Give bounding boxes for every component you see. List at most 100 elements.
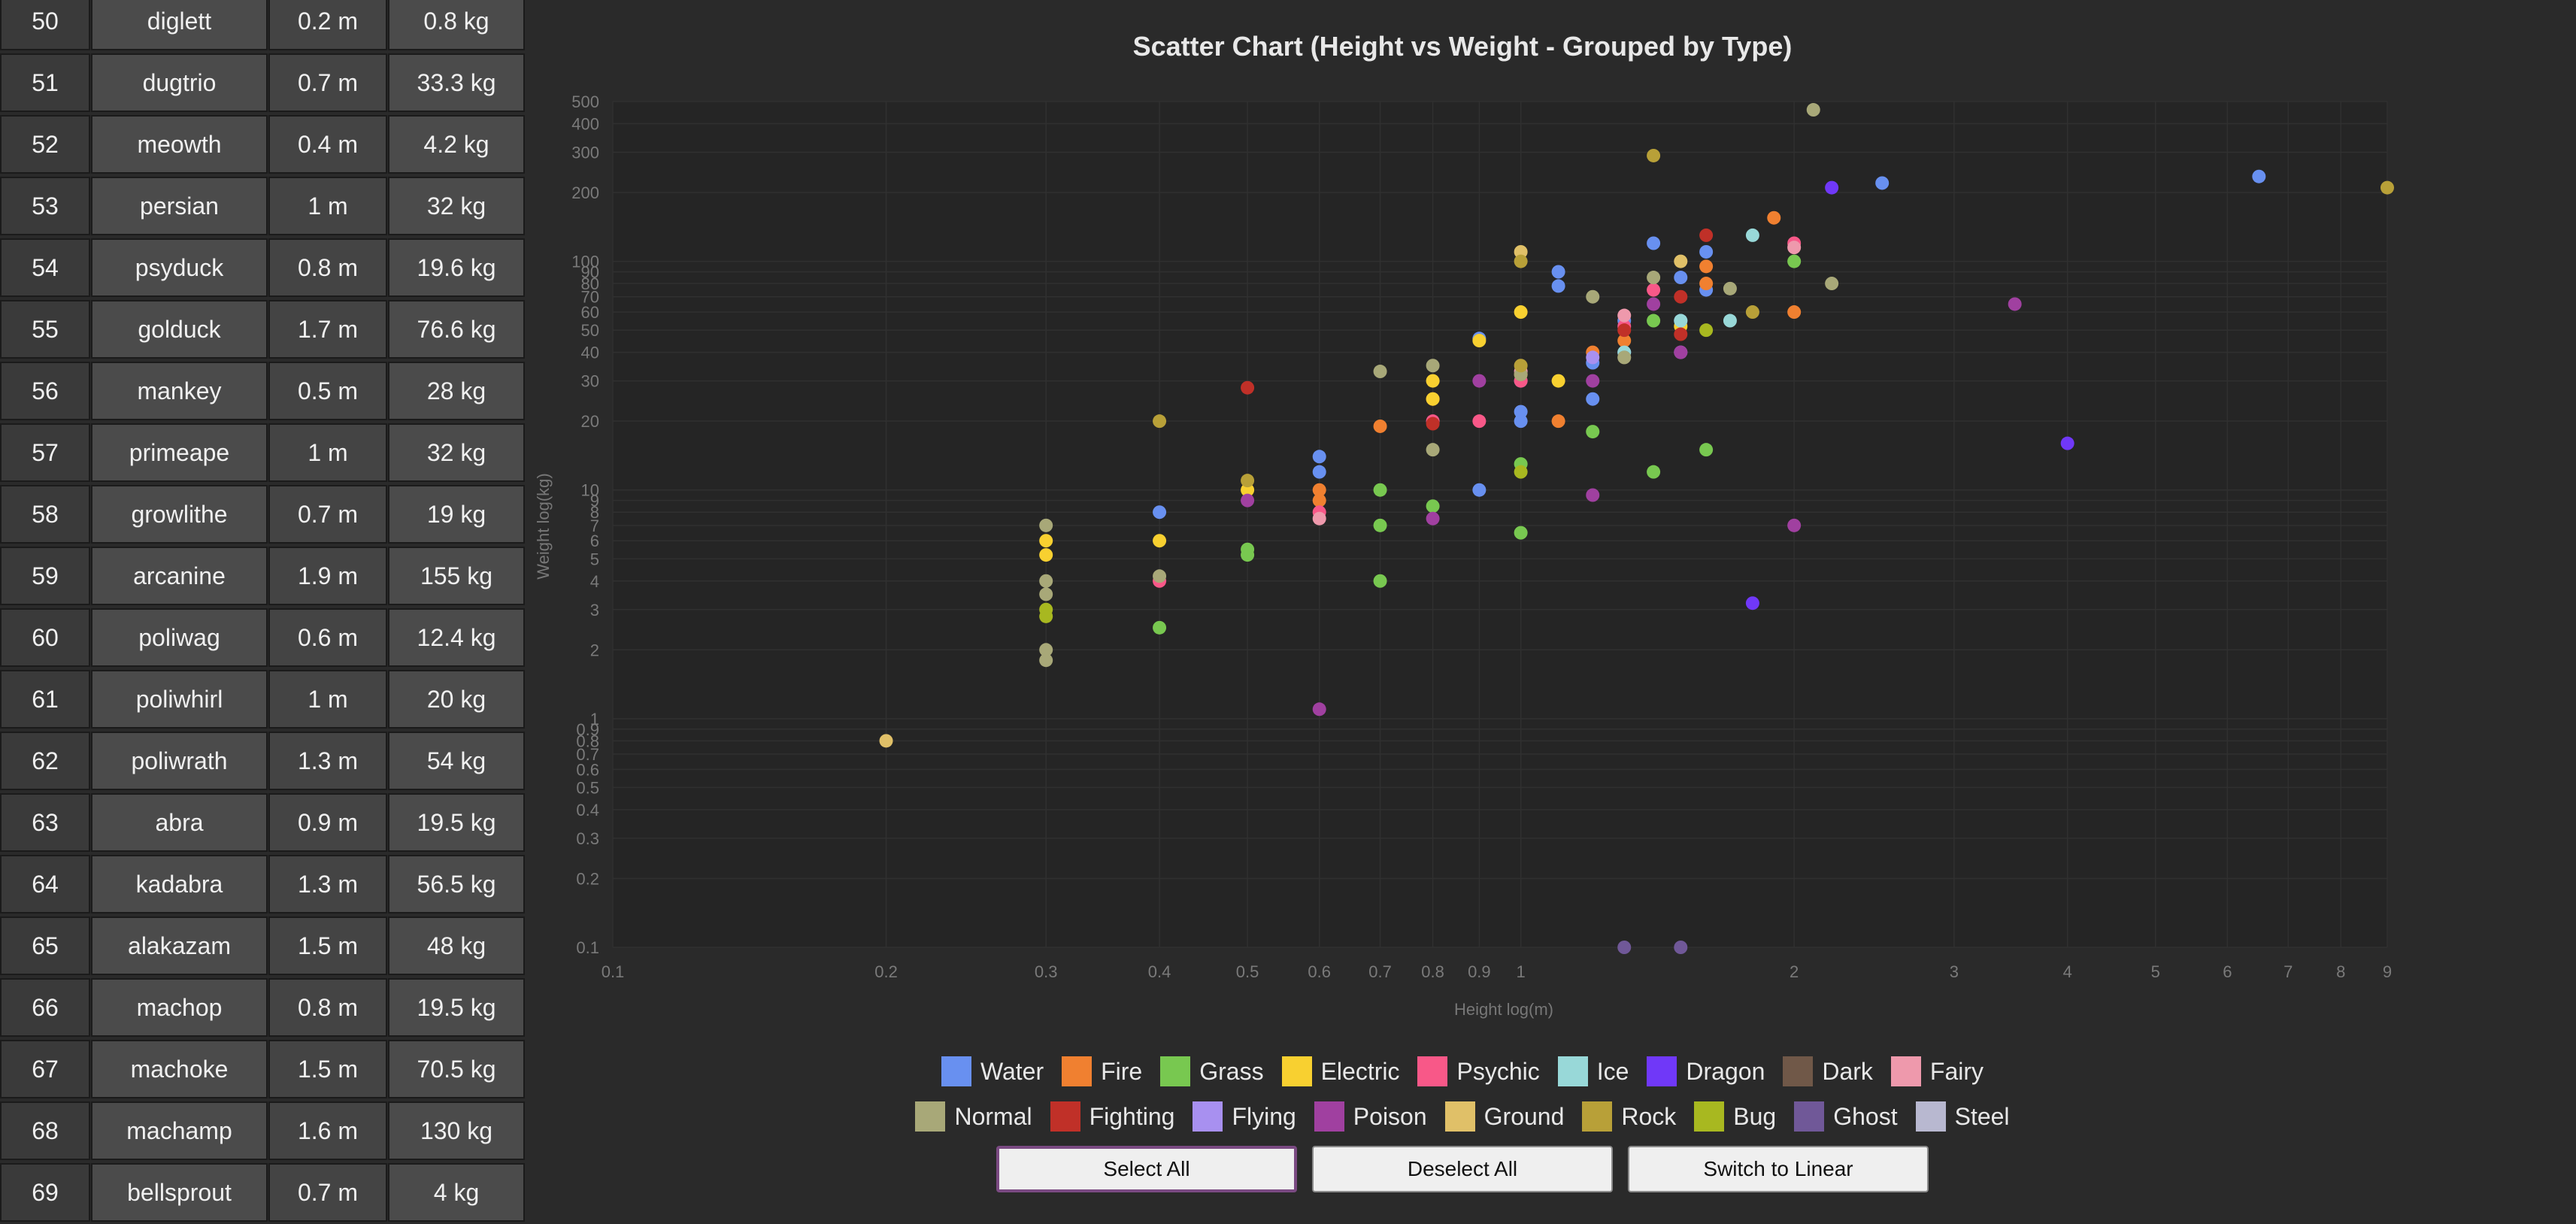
data-point[interactable] bbox=[1373, 518, 1387, 532]
data-point[interactable] bbox=[1373, 419, 1387, 433]
table-row[interactable]: 67 machoke 1.5 m 70.5 kg bbox=[0, 1040, 526, 1101]
data-point[interactable] bbox=[1426, 511, 1440, 526]
data-point[interactable] bbox=[1647, 465, 1661, 479]
data-point[interactable] bbox=[1039, 574, 1053, 588]
data-point[interactable] bbox=[1674, 254, 1688, 268]
data-point[interactable] bbox=[1674, 314, 1688, 328]
data-point[interactable] bbox=[1426, 359, 1440, 373]
data-point[interactable] bbox=[1039, 609, 1053, 623]
data-point[interactable] bbox=[1723, 281, 1737, 295]
data-point[interactable] bbox=[1699, 244, 1714, 259]
data-point[interactable] bbox=[1472, 334, 1487, 348]
data-point[interactable] bbox=[1312, 511, 1326, 526]
data-point[interactable] bbox=[1514, 414, 1528, 429]
legend-item-ground[interactable]: Ground bbox=[1444, 1101, 1564, 1132]
data-point[interactable] bbox=[1586, 425, 1600, 439]
legend-item-fire[interactable]: Fire bbox=[1062, 1056, 1142, 1086]
data-point[interactable] bbox=[1514, 465, 1528, 479]
data-point[interactable] bbox=[1586, 392, 1600, 406]
data-point[interactable] bbox=[1241, 548, 1255, 562]
data-point[interactable] bbox=[1039, 548, 1053, 562]
data-point[interactable] bbox=[1767, 211, 1781, 225]
legend-item-fairy[interactable]: Fairy bbox=[1890, 1056, 1984, 1086]
table-row[interactable]: 52 meowth 0.4 m 4.2 kg bbox=[0, 115, 526, 177]
data-point[interactable] bbox=[1647, 283, 1661, 297]
data-point[interactable] bbox=[2060, 436, 2074, 450]
data-point[interactable] bbox=[1373, 574, 1387, 588]
data-point[interactable] bbox=[1472, 374, 1487, 388]
data-point[interactable] bbox=[1617, 334, 1632, 348]
data-point[interactable] bbox=[1699, 323, 1714, 338]
legend-item-poison[interactable]: Poison bbox=[1314, 1101, 1427, 1132]
legend-item-electric[interactable]: Electric bbox=[1281, 1056, 1399, 1086]
table-row[interactable]: 50 diglett 0.2 m 0.8 kg bbox=[0, 0, 526, 53]
data-point[interactable] bbox=[1617, 308, 1632, 323]
data-point[interactable] bbox=[1039, 587, 1053, 601]
data-point[interactable] bbox=[1039, 643, 1053, 657]
pokemon-table[interactable]: 50 diglett 0.2 m 0.8 kg 51 dugtrio 0.7 m 33.3 k… bbox=[0, 0, 526, 1224]
data-point[interactable] bbox=[1699, 259, 1714, 274]
data-point[interactable] bbox=[1647, 314, 1661, 328]
data-point[interactable] bbox=[1745, 305, 1759, 320]
data-point[interactable] bbox=[1373, 365, 1387, 379]
data-point[interactable] bbox=[1586, 374, 1600, 388]
data-point[interactable] bbox=[1514, 254, 1528, 268]
data-point[interactable] bbox=[1312, 493, 1326, 507]
data-point[interactable] bbox=[1647, 271, 1661, 285]
legend-item-dragon[interactable]: Dragon bbox=[1647, 1056, 1765, 1086]
data-point[interactable] bbox=[1514, 359, 1528, 373]
data-point[interactable] bbox=[1551, 265, 1565, 279]
legend-item-grass[interactable]: Grass bbox=[1160, 1056, 1264, 1086]
data-point[interactable] bbox=[1039, 653, 1053, 668]
data-point[interactable] bbox=[1039, 534, 1053, 548]
table-row[interactable]: 54 psyduck 0.8 m 19.6 kg bbox=[0, 238, 526, 300]
data-point[interactable] bbox=[1153, 534, 1167, 548]
data-point[interactable] bbox=[1551, 414, 1565, 429]
data-point[interactable] bbox=[879, 734, 893, 748]
data-point[interactable] bbox=[1312, 465, 1326, 479]
data-point[interactable] bbox=[1723, 314, 1737, 328]
data-point[interactable] bbox=[1426, 499, 1440, 514]
data-point[interactable] bbox=[1472, 483, 1487, 497]
legend-item-rock[interactable]: Rock bbox=[1582, 1101, 1676, 1132]
data-point[interactable] bbox=[1699, 228, 1714, 242]
legend-item-dark[interactable]: Dark bbox=[1783, 1056, 1873, 1086]
select-all-button[interactable]: Select All bbox=[996, 1146, 1297, 1192]
data-point[interactable] bbox=[2381, 180, 2394, 195]
data-point[interactable] bbox=[1674, 941, 1688, 954]
data-point[interactable] bbox=[1551, 374, 1565, 388]
data-point[interactable] bbox=[1241, 380, 1255, 395]
data-point[interactable] bbox=[1153, 620, 1167, 635]
data-point[interactable] bbox=[1312, 450, 1326, 464]
data-point[interactable] bbox=[1153, 505, 1167, 520]
deselect-all-button[interactable]: Deselect All bbox=[1312, 1146, 1613, 1192]
data-point[interactable] bbox=[1586, 488, 1600, 502]
table-row[interactable]: 66 machop 0.8 m 19.5 kg bbox=[0, 978, 526, 1040]
table-row[interactable]: 63 abra 0.9 m 19.5 kg bbox=[0, 793, 526, 855]
legend-item-water[interactable]: Water bbox=[941, 1056, 1044, 1086]
legend-item-flying[interactable]: Flying bbox=[1193, 1101, 1296, 1132]
table-row[interactable]: 56 mankey 0.5 m 28 kg bbox=[0, 362, 526, 423]
data-point[interactable] bbox=[1787, 254, 1802, 268]
legend-item-fighting[interactable]: Fighting bbox=[1050, 1101, 1174, 1132]
data-point[interactable] bbox=[1312, 702, 1326, 717]
data-point[interactable] bbox=[1699, 443, 1714, 457]
legend-item-normal[interactable]: Normal bbox=[915, 1101, 1032, 1132]
data-point[interactable] bbox=[1586, 350, 1600, 365]
table-row[interactable]: 53 persian 1 m 32 kg bbox=[0, 177, 526, 238]
data-point[interactable] bbox=[1426, 374, 1440, 388]
data-point[interactable] bbox=[1787, 241, 1802, 255]
data-point[interactable] bbox=[1586, 289, 1600, 304]
data-point[interactable] bbox=[1153, 414, 1167, 429]
legend-item-bug[interactable]: Bug bbox=[1694, 1101, 1776, 1132]
data-point[interactable] bbox=[1674, 327, 1688, 341]
table-row[interactable]: 64 kadabra 1.3 m 56.5 kg bbox=[0, 855, 526, 916]
table-row[interactable]: 58 growlithe 0.7 m 19 kg bbox=[0, 485, 526, 547]
data-point[interactable] bbox=[1674, 289, 1688, 304]
data-point[interactable] bbox=[1647, 148, 1661, 162]
data-point[interactable] bbox=[1514, 404, 1528, 419]
data-point[interactable] bbox=[1875, 176, 1890, 190]
legend-item-ice[interactable]: Ice bbox=[1557, 1056, 1629, 1086]
data-point[interactable] bbox=[1699, 277, 1714, 291]
